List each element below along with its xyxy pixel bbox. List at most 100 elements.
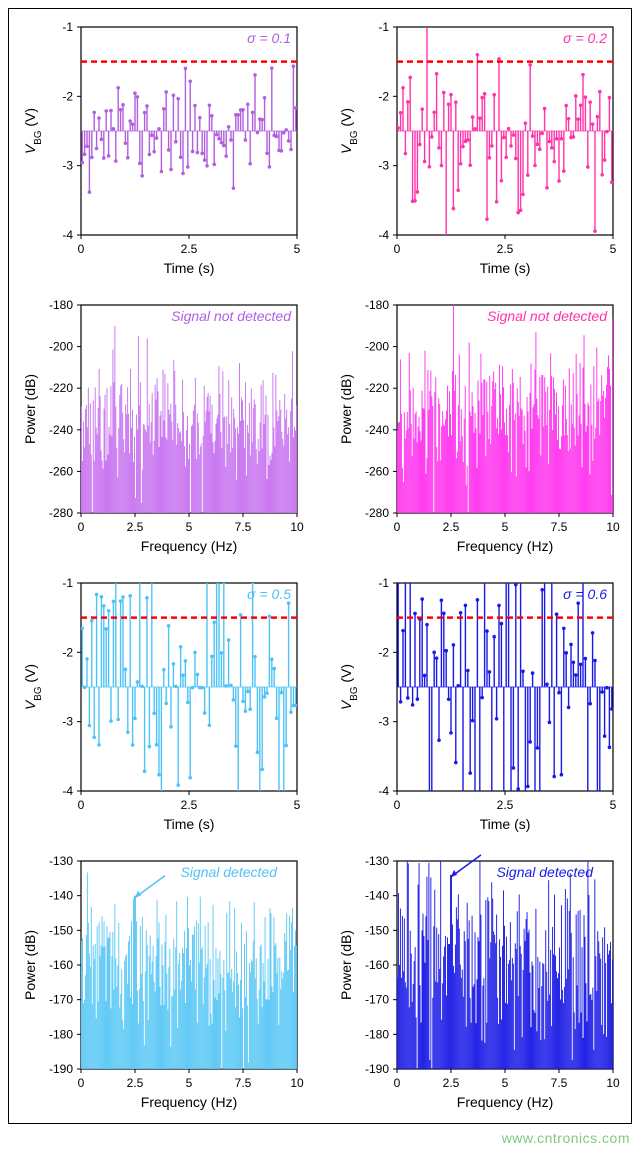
time-series-chart: 02.55-4-3-2-1Time (s)VBG (V)σ = 0.1 bbox=[19, 19, 305, 279]
svg-text:-1: -1 bbox=[62, 20, 73, 34]
svg-text:-180: -180 bbox=[365, 1027, 389, 1041]
detection-annotation: Signal detected bbox=[496, 864, 594, 880]
svg-text:2.5: 2.5 bbox=[443, 1076, 460, 1090]
svg-text:0: 0 bbox=[78, 242, 85, 256]
svg-text:0: 0 bbox=[394, 520, 401, 534]
svg-text:7.5: 7.5 bbox=[235, 520, 252, 534]
svg-text:-130: -130 bbox=[49, 854, 73, 868]
svg-text:7.5: 7.5 bbox=[551, 1076, 568, 1090]
spectrum-chart: 02.557.510-280-260-240-220-200-180Freque… bbox=[19, 297, 305, 557]
svg-text:-150: -150 bbox=[49, 923, 73, 937]
svg-text:-180: -180 bbox=[49, 1027, 73, 1041]
svg-text:0: 0 bbox=[78, 798, 85, 812]
sigma-label: σ = 0.6 bbox=[563, 586, 607, 602]
svg-text:5: 5 bbox=[502, 1076, 509, 1090]
panel-p3: 02.557.510-280-260-240-220-200-180Freque… bbox=[19, 297, 305, 557]
svg-text:-2: -2 bbox=[378, 89, 389, 103]
sigma-label: σ = 0.5 bbox=[247, 586, 291, 602]
svg-text:5: 5 bbox=[186, 1076, 193, 1090]
svg-text:2.5: 2.5 bbox=[443, 520, 460, 534]
svg-text:5: 5 bbox=[610, 242, 617, 256]
svg-text:Time (s): Time (s) bbox=[480, 816, 531, 832]
figure-frame: 0 2.5 5 -4 -3 -2 -1 Time (s) VBG (V) σ = 0.1 0 2.5 5… bbox=[8, 8, 632, 1124]
svg-text:2.5: 2.5 bbox=[497, 798, 514, 812]
svg-text:0: 0 bbox=[394, 798, 401, 812]
svg-text:-240: -240 bbox=[49, 423, 73, 437]
svg-text:-260: -260 bbox=[365, 464, 389, 478]
svg-text:10: 10 bbox=[290, 520, 304, 534]
svg-text:Power (dB): Power (dB) bbox=[22, 930, 38, 1000]
svg-text:2.5: 2.5 bbox=[127, 520, 144, 534]
svg-text:5: 5 bbox=[502, 520, 509, 534]
svg-text:-3: -3 bbox=[378, 715, 389, 729]
panel-p7: 02.557.510-190-180-170-160-150-140-130Fr… bbox=[19, 853, 305, 1113]
svg-text:0: 0 bbox=[78, 520, 85, 534]
svg-text:-200: -200 bbox=[49, 340, 73, 354]
svg-text:-280: -280 bbox=[49, 506, 73, 520]
svg-text:Power (dB): Power (dB) bbox=[338, 374, 354, 444]
svg-text:VBG (V): VBG (V) bbox=[338, 108, 360, 154]
svg-text:7.5: 7.5 bbox=[235, 1076, 252, 1090]
time-series-chart: 02.55-4-3-2-1Time (s)VBG (V)σ = 0.2 bbox=[335, 19, 621, 279]
watermark: www.cntronics.com bbox=[502, 1130, 630, 1146]
svg-text:-160: -160 bbox=[365, 958, 389, 972]
spectrum-chart: 02.557.510-190-180-170-160-150-140-130Fr… bbox=[19, 853, 305, 1113]
panel-p2: 02.55-4-3-2-1Time (s)VBG (V)σ = 0.2 bbox=[335, 19, 621, 279]
svg-text:5: 5 bbox=[610, 798, 617, 812]
svg-text:Frequency (Hz): Frequency (Hz) bbox=[457, 1094, 553, 1110]
svg-text:-150: -150 bbox=[365, 923, 389, 937]
svg-text:-1: -1 bbox=[62, 576, 73, 590]
panel-p4: 02.557.510-280-260-240-220-200-180Freque… bbox=[335, 297, 621, 557]
detection-annotation: Signal detected bbox=[180, 864, 278, 880]
svg-text:VBG (V): VBG (V) bbox=[338, 664, 360, 710]
detection-annotation: Signal not detected bbox=[487, 308, 608, 324]
svg-text:2.5: 2.5 bbox=[181, 798, 198, 812]
svg-text:-4: -4 bbox=[62, 784, 73, 798]
svg-text:-140: -140 bbox=[365, 889, 389, 903]
svg-text:-1: -1 bbox=[378, 20, 389, 34]
svg-text:-170: -170 bbox=[365, 993, 389, 1007]
svg-text:-4: -4 bbox=[62, 228, 73, 242]
svg-text:-4: -4 bbox=[378, 228, 389, 242]
svg-text:-170: -170 bbox=[49, 993, 73, 1007]
sigma-label: σ = 0.1 bbox=[247, 30, 291, 46]
detection-annotation: Signal not detected bbox=[171, 308, 292, 324]
svg-text:Frequency (Hz): Frequency (Hz) bbox=[141, 538, 237, 554]
panel-p5: 02.55-4-3-2-1Time (s)VBG (V)σ = 0.5 bbox=[19, 575, 305, 835]
svg-text:-130: -130 bbox=[365, 854, 389, 868]
svg-text:0: 0 bbox=[394, 1076, 401, 1090]
svg-text:-2: -2 bbox=[62, 645, 73, 659]
svg-text:Power (dB): Power (dB) bbox=[22, 374, 38, 444]
svg-text:0: 0 bbox=[78, 1076, 85, 1090]
svg-text:-280: -280 bbox=[365, 506, 389, 520]
svg-text:2.5: 2.5 bbox=[127, 1076, 144, 1090]
page: 0 2.5 5 -4 -3 -2 -1 Time (s) VBG (V) σ = 0.1 0 2.5 5… bbox=[0, 0, 640, 1152]
svg-text:-240: -240 bbox=[365, 423, 389, 437]
svg-text:-260: -260 bbox=[49, 464, 73, 478]
svg-text:-3: -3 bbox=[62, 159, 73, 173]
svg-text:-3: -3 bbox=[62, 715, 73, 729]
sigma-label: σ = 0.2 bbox=[563, 30, 607, 46]
svg-text:-220: -220 bbox=[49, 381, 73, 395]
svg-text:2.5: 2.5 bbox=[181, 242, 198, 256]
svg-text:-180: -180 bbox=[49, 298, 73, 312]
panel-p1: 02.55-4-3-2-1Time (s)VBG (V)σ = 0.1 bbox=[19, 19, 305, 279]
svg-text:VBG (V): VBG (V) bbox=[22, 664, 44, 710]
spectrum-chart: 02.557.510-280-260-240-220-200-180Freque… bbox=[335, 297, 621, 557]
svg-text:Time (s): Time (s) bbox=[480, 260, 531, 276]
svg-text:Time (s): Time (s) bbox=[164, 260, 215, 276]
svg-text:-4: -4 bbox=[378, 784, 389, 798]
svg-text:-180: -180 bbox=[365, 298, 389, 312]
svg-text:-2: -2 bbox=[378, 645, 389, 659]
panel-p6: 0 2.5 5 -4 -3 -2 -1 Time (s) VBG (V) σ = 0.6 bbox=[335, 575, 621, 835]
svg-text:VBG (V): VBG (V) bbox=[22, 108, 44, 154]
svg-text:Frequency (Hz): Frequency (Hz) bbox=[141, 1094, 237, 1110]
svg-text:2.5: 2.5 bbox=[497, 242, 514, 256]
svg-text:0: 0 bbox=[394, 242, 401, 256]
svg-text:-140: -140 bbox=[49, 889, 73, 903]
time-series-chart: 0 2.5 5 -4 -3 -2 -1 Time (s) VBG (V) σ = 0.6 bbox=[335, 575, 621, 835]
spectrum-chart: 02.557.510-190-180-170-160-150-140-130Fr… bbox=[335, 853, 621, 1113]
svg-text:-2: -2 bbox=[62, 89, 73, 103]
svg-text:-1: -1 bbox=[378, 576, 389, 590]
svg-text:-200: -200 bbox=[365, 340, 389, 354]
